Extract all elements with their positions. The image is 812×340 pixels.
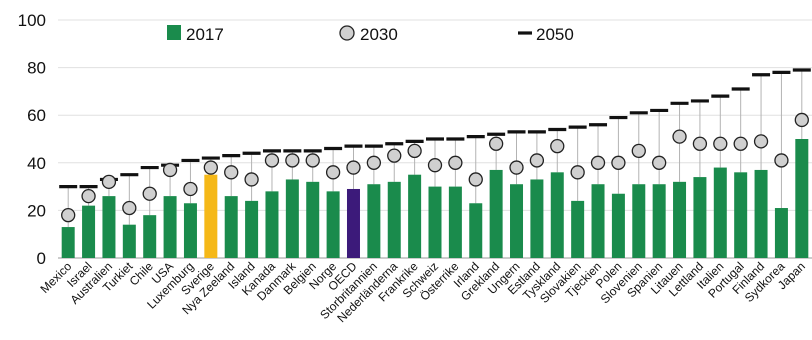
bar-2017-portugal: [734, 172, 748, 258]
bar-2017-island: [245, 200, 259, 258]
bar-2017-finland: [754, 169, 768, 258]
bar-2017-lettland: [693, 177, 707, 258]
bar-2017-frankrike: [408, 174, 422, 258]
bar-2017-litauen: [673, 181, 687, 258]
marker-2030-turkiet: [122, 200, 137, 216]
y-tick-label-0: 0: [37, 249, 46, 268]
marker-2030-litauen: [672, 129, 687, 144]
legend: 2017 2030 2050: [167, 25, 574, 44]
bar-2017-ungern: [510, 184, 524, 258]
marker-2030-grekland: [488, 136, 504, 151]
markers-2030: [61, 112, 809, 223]
marker-2030-tjeckien: [590, 155, 606, 170]
bar-2017-tyskland: [550, 172, 564, 258]
marker-2030-slovenien: [631, 143, 646, 159]
marker-2030-portugal: [733, 136, 748, 151]
bar-2017-irland: [469, 203, 483, 258]
marker-2030-tyskland: [550, 138, 565, 154]
y-tick-label-100: 100: [18, 11, 46, 30]
marker-2030-nya-zeeland: [224, 165, 239, 180]
bar-2017-slovakien: [571, 200, 585, 258]
marker-2030-australien: [101, 174, 117, 189]
marker-2030-belgien: [305, 153, 320, 168]
marker-2030-danmark: [285, 153, 300, 168]
marker-2030-island: [244, 172, 259, 187]
marker-2030-israel: [81, 188, 96, 204]
marker-2030-frankrike: [407, 143, 422, 159]
marker-2030-lettland: [692, 136, 708, 151]
legend-label-2050: 2050: [536, 25, 574, 44]
bar-2017-tjeckien: [591, 184, 605, 258]
marker-2030-finland: [753, 134, 769, 149]
bar-2017-japan: [795, 139, 809, 258]
marker-2030-chile: [142, 186, 157, 201]
marker-2030-italien: [713, 136, 728, 151]
legend-swatch-2030: [339, 25, 355, 41]
bar-2017-danmark: [285, 179, 299, 258]
marker-2030-sverige: [203, 160, 218, 175]
legend-label-2017: 2017: [186, 25, 224, 44]
marker-2030-storbritannien: [366, 155, 382, 170]
marker-2030-usa: [162, 162, 178, 178]
y-tick-label-60: 60: [27, 106, 46, 125]
legend-swatch-2017: [167, 25, 181, 40]
marker-2030-japan: [794, 112, 809, 128]
bar-2017-nya-zeeland: [224, 196, 238, 258]
marker-2030-slovakien: [570, 165, 585, 180]
bar-2017-oecd: [346, 188, 360, 258]
bar-2017-schweiz: [428, 186, 442, 258]
bar-2017-spanien: [652, 184, 666, 258]
bar-2017-grekland: [489, 169, 503, 258]
bar-2017-kanada: [265, 191, 279, 258]
marker-2030-luxemburg: [183, 181, 198, 197]
marker-2030-irland: [468, 172, 483, 187]
bar-2017-belgien: [306, 181, 320, 258]
bar-2017-österrike: [448, 186, 462, 258]
marker-2030-kanada: [264, 153, 280, 168]
bar-2017-norge: [326, 191, 340, 258]
x-axis: MexicoIsraelAustralienTurkietChileUSALux…: [38, 259, 808, 326]
bar-2017-storbritannien: [367, 184, 381, 258]
grid: [58, 19, 812, 211]
y-tick-label-40: 40: [27, 154, 46, 173]
marker-2030-ungern: [509, 160, 524, 175]
marker-2030-norge: [325, 165, 341, 180]
bar-2017-usa: [163, 196, 177, 258]
y-axis: 0 20 40 60 80 100: [18, 11, 812, 268]
markers-2050: [59, 68, 811, 189]
marker-2030-mexico: [61, 208, 76, 223]
bars-2017: [61, 139, 809, 258]
bar-2017-turkiet: [122, 224, 136, 258]
marker-2030-polen: [611, 155, 626, 170]
marker-2030-estland: [529, 153, 545, 168]
bar-2017-estland: [530, 179, 544, 258]
marker-2030-oecd: [346, 160, 361, 175]
bar-2017-australien: [102, 196, 116, 258]
bar-2017-polen: [611, 193, 625, 258]
bar-2017-sverige: [204, 174, 218, 258]
bar-2017-slovenien: [632, 184, 646, 258]
bar-2017-italien: [713, 167, 727, 258]
bar-2017-israel: [82, 205, 96, 258]
marker-2030-nederländerna: [387, 148, 402, 163]
marker-2030-sydkorea: [774, 153, 789, 168]
y-tick-label-20: 20: [27, 201, 46, 220]
range-lines: [67, 69, 803, 228]
bar-2017-luxemburg: [183, 203, 197, 258]
bar-2017-mexico: [61, 227, 75, 258]
bar-2017-nederländerna: [387, 181, 401, 258]
marker-2030-schweiz: [427, 158, 443, 173]
bar-2017-chile: [143, 215, 157, 258]
legend-label-2030: 2030: [360, 25, 398, 44]
bar-2017-sydkorea: [774, 208, 788, 258]
marker-2030-österrike: [448, 155, 463, 170]
y-tick-label-80: 80: [27, 59, 46, 78]
marker-2030-spanien: [652, 155, 667, 170]
